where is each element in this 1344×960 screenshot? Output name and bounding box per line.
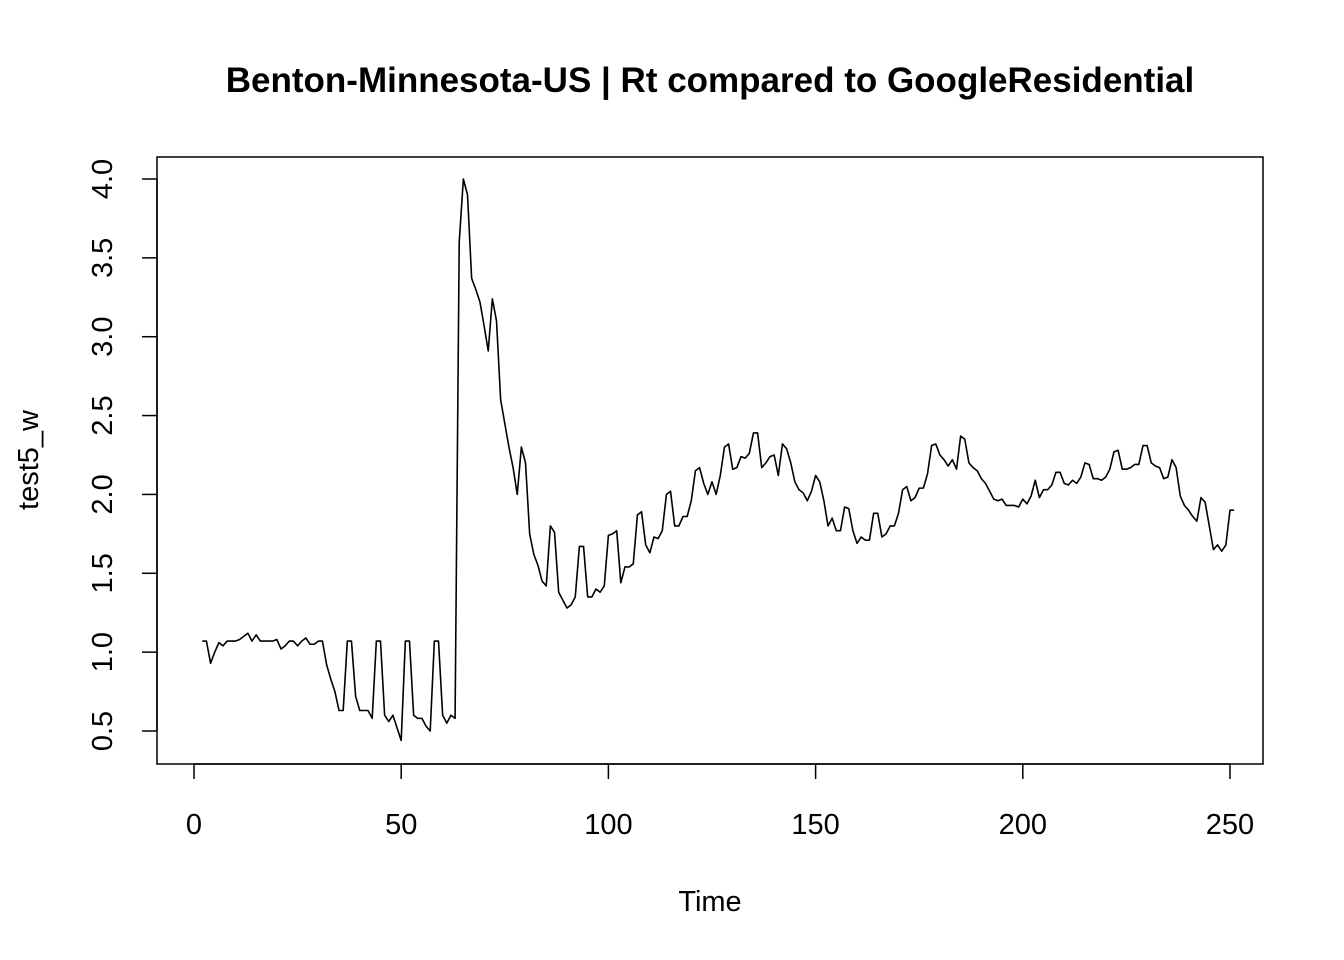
y-axis: 0.5 1.0 1.5 2.0 2.5 3.0 3.5 4.0 <box>87 159 158 751</box>
x-tick-label: 0 <box>186 809 202 841</box>
y-tick-label: 1.0 <box>87 632 119 672</box>
x-tick-label: 200 <box>999 809 1047 841</box>
y-tick-label: 3.0 <box>87 317 119 357</box>
y-tick-label: 4.0 <box>87 159 119 199</box>
y-tick-label: 3.5 <box>87 238 119 278</box>
plot-frame <box>156 156 1264 765</box>
x-tick-label: 150 <box>791 809 839 841</box>
y-tick-label: 1.5 <box>87 553 119 593</box>
x-tick-label: 250 <box>1206 809 1254 841</box>
series-line <box>202 178 1235 742</box>
y-tick-label: 2.5 <box>87 395 119 435</box>
x-axis-label: Time <box>678 886 741 918</box>
y-tick-label: 0.5 <box>87 711 119 751</box>
x-tick-label: 100 <box>584 809 632 841</box>
y-axis-label: test5_w <box>13 409 45 510</box>
x-tick-label: 50 <box>385 809 417 841</box>
x-axis: 0 50 100 150 200 250 <box>186 763 1254 841</box>
y-tick-label: 2.0 <box>87 474 119 514</box>
chart-title: Benton-Minnesota-US | Rt compared to Goo… <box>226 61 1194 100</box>
